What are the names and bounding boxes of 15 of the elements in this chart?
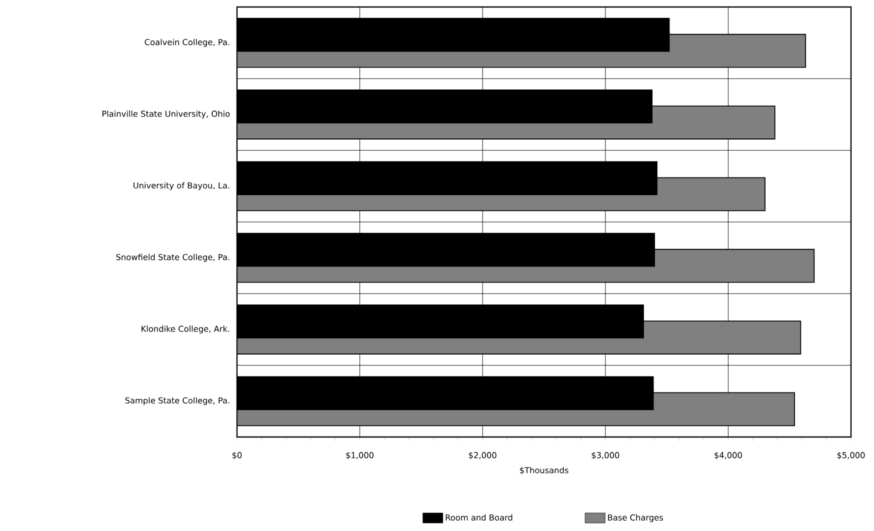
- y-tick-label: Plainville State University, Ohio: [102, 110, 230, 118]
- x-tick-label: $2,000: [468, 452, 496, 460]
- y-tick-label: Snowfield State College, Pa.: [116, 254, 230, 262]
- legend-label: Room and Board: [446, 514, 512, 521]
- x-tick-label: $5,000: [837, 452, 865, 460]
- y-tick-label: Klondike College, Ark.: [142, 326, 230, 334]
- x-tick-label: $3,000: [592, 452, 620, 460]
- y-tick-label: Sample State College, Pa.: [125, 397, 230, 406]
- legend-label: Base Charges: [608, 514, 663, 522]
- x-axis-title: $Thousands: [520, 466, 568, 474]
- x-tick-label: $1,000: [346, 452, 374, 460]
- y-tick-label: University of Bayou, La.: [134, 182, 230, 190]
- x-tick-label: $0: [232, 452, 242, 460]
- y-tick-label: Coalvein College, Pa.: [144, 38, 230, 47]
- x-tick-label: $4,000: [714, 452, 742, 460]
